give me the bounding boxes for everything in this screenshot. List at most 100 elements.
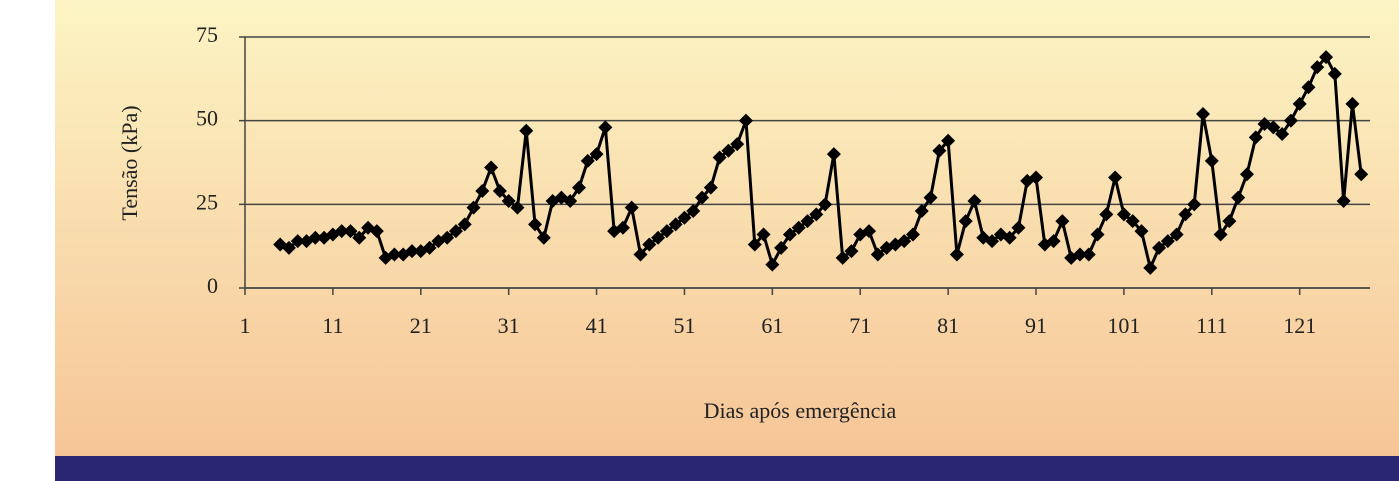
x-tick-label: 51 (673, 313, 695, 338)
y-axis-title: Tensão (kPa) (117, 105, 142, 220)
marker (501, 193, 516, 208)
x-tick-label: 1 (240, 313, 251, 338)
marker (914, 204, 929, 219)
marker (985, 234, 1000, 249)
y-tick-label: 25 (196, 189, 218, 214)
marker (492, 183, 507, 198)
marker (1196, 106, 1211, 121)
marker (686, 204, 701, 219)
x-tick-label: 31 (498, 313, 520, 338)
marker (1152, 240, 1167, 255)
marker (536, 230, 551, 245)
marker (589, 147, 604, 162)
marker (949, 247, 964, 262)
y-tick-label: 0 (207, 273, 218, 298)
marker (343, 224, 358, 239)
marker (1108, 170, 1123, 185)
marker (281, 240, 296, 255)
marker (642, 237, 657, 252)
marker (967, 193, 982, 208)
y-tick-label: 75 (196, 22, 218, 47)
x-tick-label: 111 (1196, 313, 1227, 338)
marker (721, 143, 736, 158)
marker (923, 190, 938, 205)
marker (1354, 167, 1369, 182)
marker (1231, 190, 1246, 205)
marker (1310, 60, 1325, 75)
marker (1072, 247, 1087, 262)
marker (308, 230, 323, 245)
marker (897, 234, 912, 249)
marker (352, 230, 367, 245)
marker (818, 197, 833, 212)
marker (958, 214, 973, 229)
marker (457, 217, 472, 232)
marker (633, 247, 648, 262)
marker (738, 113, 753, 128)
marker (1239, 167, 1254, 182)
marker (448, 224, 463, 239)
marker (1046, 234, 1061, 249)
marker (1178, 207, 1193, 222)
marker (1002, 230, 1017, 245)
marker (791, 220, 806, 235)
marker (369, 224, 384, 239)
data-line (279, 55, 1363, 270)
marker (870, 247, 885, 262)
marker (624, 200, 639, 215)
marker (765, 257, 780, 272)
marker (1081, 247, 1096, 262)
marker (387, 247, 402, 262)
marker (466, 200, 481, 215)
marker (1222, 214, 1237, 229)
marker (1011, 220, 1026, 235)
marker (1143, 260, 1158, 275)
marker (1029, 170, 1044, 185)
x-tick-label: 61 (761, 313, 783, 338)
marker (1275, 127, 1290, 142)
marker (598, 120, 613, 135)
marker (1345, 96, 1360, 111)
marker (528, 217, 543, 232)
marker (905, 227, 920, 242)
marker (1213, 227, 1228, 242)
x-tick-label: 71 (849, 313, 871, 338)
marker (756, 227, 771, 242)
marker (422, 240, 437, 255)
marker (730, 137, 745, 152)
marker (510, 200, 525, 215)
marker (334, 224, 349, 239)
marker (404, 244, 419, 259)
x-tick-label: 101 (1107, 313, 1140, 338)
marker (1327, 66, 1342, 81)
marker (1090, 227, 1105, 242)
marker (1099, 207, 1114, 222)
marker (1301, 80, 1316, 95)
marker (1134, 224, 1149, 239)
marker (1248, 130, 1263, 145)
marker (615, 220, 630, 235)
marker (862, 224, 877, 239)
marker (440, 230, 455, 245)
x-tick-label: 21 (410, 313, 432, 338)
x-tick-label: 41 (586, 313, 608, 338)
marker (668, 217, 683, 232)
marker (651, 230, 666, 245)
marker (782, 227, 797, 242)
marker (1055, 214, 1070, 229)
marker (677, 210, 692, 225)
marker (695, 190, 710, 205)
marker (563, 193, 578, 208)
footer-bar (55, 456, 1399, 481)
marker (580, 153, 595, 168)
marker (1125, 214, 1140, 229)
marker (484, 160, 499, 175)
marker (774, 240, 789, 255)
marker (703, 180, 718, 195)
x-tick-label: 11 (322, 313, 343, 338)
marker (571, 180, 586, 195)
marker (932, 143, 947, 158)
marker (1169, 227, 1184, 242)
x-tick-label: 81 (937, 313, 959, 338)
